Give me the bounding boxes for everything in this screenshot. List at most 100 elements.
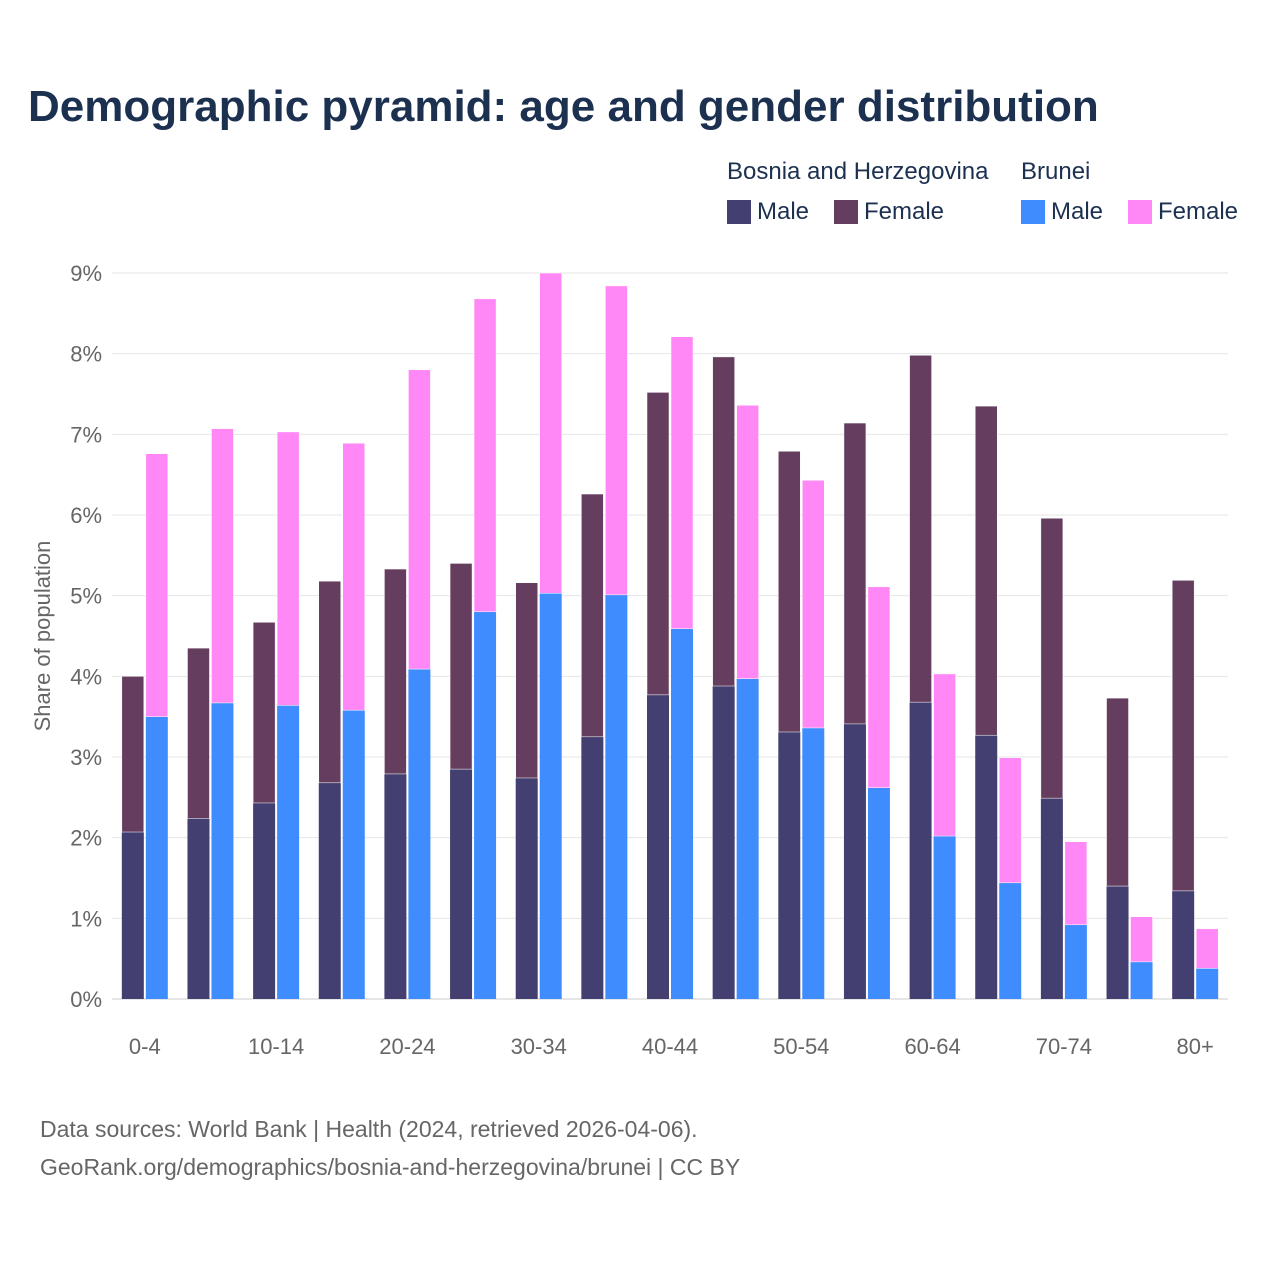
legend-label: Female (1158, 198, 1239, 225)
bar-bosnia-male-15-19 (318, 782, 341, 999)
bar-brunei-female-50-54 (802, 480, 825, 729)
x-tick-label: 0-4 (129, 1034, 161, 1059)
legend-bosnia-female[interactable]: Female (834, 198, 944, 226)
bar-brunei-female-40-44 (670, 336, 694, 629)
legend-label: Male (757, 198, 810, 225)
source-url: GeoRank.org/demographics/bosnia-and-herz… (40, 1154, 741, 1180)
bar-brunei-female-5-9 (211, 428, 234, 704)
bar-bosnia-male-50-54 (778, 731, 801, 999)
legend-group-brunei: Brunei (1021, 158, 1091, 185)
bar-bosnia-female-50-54 (778, 451, 801, 733)
bar-bosnia-male-20-24 (384, 773, 407, 999)
bar-brunei-male-40-44 (671, 628, 693, 999)
bar-bosnia-female-20-24 (384, 568, 407, 775)
bar-bosnia-female-10-14 (252, 622, 276, 804)
bar-brunei-male-15-19 (342, 710, 365, 999)
x-tick-label: 30-34 (511, 1034, 567, 1059)
bar-bosnia-female-15-19 (318, 580, 342, 784)
bar-brunei-female-60-64 (933, 673, 956, 837)
legend-label: Male (1051, 198, 1104, 225)
legend-swatch (1021, 200, 1045, 224)
source-note: Data sources: World Bank | Health (2024,… (40, 1116, 698, 1142)
bar-brunei-female-45-49 (736, 405, 759, 680)
x-tick-label: 60-64 (904, 1034, 960, 1059)
bar-bosnia-female-75-79 (1106, 697, 1129, 887)
bar-bosnia-female-70-74 (1040, 517, 1064, 799)
x-tick-label: 20-24 (379, 1034, 435, 1059)
x-tick-label: 70-74 (1036, 1034, 1092, 1059)
bar-bosnia-male-0-4 (121, 832, 144, 999)
bar-brunei-male-45-49 (736, 678, 759, 999)
bar-brunei-male-65-69 (999, 882, 1022, 999)
y-tick-label: 6% (70, 503, 102, 528)
legend-bosnia-male[interactable]: Male (727, 198, 809, 226)
legend-swatch (834, 200, 858, 224)
bar-bosnia-male-65-69 (975, 735, 998, 999)
bar-bosnia-male-10-14 (253, 802, 276, 999)
y-axis-label: Share of population (30, 541, 55, 732)
bar-bosnia-male-5-9 (187, 818, 210, 999)
bar-bosnia-male-60-64 (909, 702, 932, 999)
bar-bosnia-female-25-29 (449, 563, 473, 770)
bar-brunei-female-35-39 (605, 285, 628, 596)
legend-swatch (727, 200, 751, 224)
bar-brunei-female-55-59 (867, 586, 891, 788)
bar-bosnia-female-30-34 (515, 582, 538, 779)
y-tick-label: 9% (70, 261, 102, 286)
legend-swatch (1128, 200, 1152, 224)
bar-bosnia-female-80+ (1171, 580, 1195, 892)
bar-brunei-female-0-4 (145, 453, 169, 717)
bar-brunei-male-50-54 (802, 727, 825, 999)
bar-bosnia-male-70-74 (1040, 798, 1063, 999)
bar-bosnia-male-30-34 (515, 777, 538, 999)
y-tick-label: 1% (70, 906, 102, 931)
bar-bosnia-male-45-49 (712, 686, 735, 999)
bar-brunei-male-35-39 (605, 594, 628, 999)
y-tick-label: 4% (70, 664, 102, 689)
y-tick-label: 8% (70, 342, 102, 367)
bar-bosnia-female-45-49 (712, 356, 735, 687)
y-tick-label: 2% (70, 826, 102, 851)
legend-brunei-male[interactable]: Male (1021, 198, 1103, 226)
bar-bosnia-male-80+ (1172, 890, 1195, 999)
legend-group-bosnia: Bosnia and Herzegovina (727, 158, 989, 185)
bar-brunei-male-55-59 (867, 787, 890, 999)
bar-brunei-female-30-34 (539, 272, 562, 594)
bar-bosnia-female-0-4 (121, 676, 145, 833)
bar-brunei-male-5-9 (211, 702, 234, 999)
bar-bosnia-female-5-9 (187, 647, 210, 819)
x-tick-label: 10-14 (248, 1034, 304, 1059)
legend-label: Female (864, 198, 945, 225)
bar-brunei-male-30-34 (539, 593, 562, 999)
bar-bosnia-male-35-39 (581, 736, 604, 999)
chart-title: Demographic pyramid: age and gender dist… (28, 82, 1099, 131)
bar-brunei-male-70-74 (1064, 924, 1087, 999)
bar-brunei-female-15-19 (342, 442, 366, 711)
bar-brunei-female-20-24 (408, 369, 431, 670)
bar-brunei-female-65-69 (998, 757, 1022, 884)
x-tick-label: 50-54 (773, 1034, 829, 1059)
bar-bosnia-female-40-44 (646, 392, 670, 696)
bar-brunei-male-25-29 (474, 611, 497, 999)
bar-brunei-male-75-79 (1130, 961, 1153, 999)
bar-brunei-female-70-74 (1064, 841, 1088, 926)
bar-bosnia-female-65-69 (974, 405, 998, 736)
y-tick-label: 3% (70, 745, 102, 770)
bar-brunei-male-0-4 (145, 716, 168, 999)
bar-bosnia-male-25-29 (450, 769, 473, 999)
bar-bosnia-female-55-59 (843, 422, 867, 725)
bar-bosnia-male-55-59 (843, 723, 866, 999)
y-tick-label: 0% (70, 987, 102, 1012)
bar-brunei-male-20-24 (408, 669, 431, 999)
bar-brunei-male-80+ (1196, 968, 1219, 999)
bar-brunei-female-25-29 (473, 298, 497, 613)
legend-brunei-female[interactable]: Female (1128, 198, 1238, 226)
bar-brunei-male-10-14 (277, 705, 300, 999)
bar-bosnia-male-40-44 (647, 694, 669, 999)
y-tick-label: 5% (70, 584, 102, 609)
y-tick-label: 7% (70, 422, 102, 447)
x-tick-label: 40-44 (642, 1034, 698, 1059)
bar-bosnia-female-35-39 (581, 493, 604, 738)
bar-brunei-female-80+ (1195, 928, 1219, 969)
